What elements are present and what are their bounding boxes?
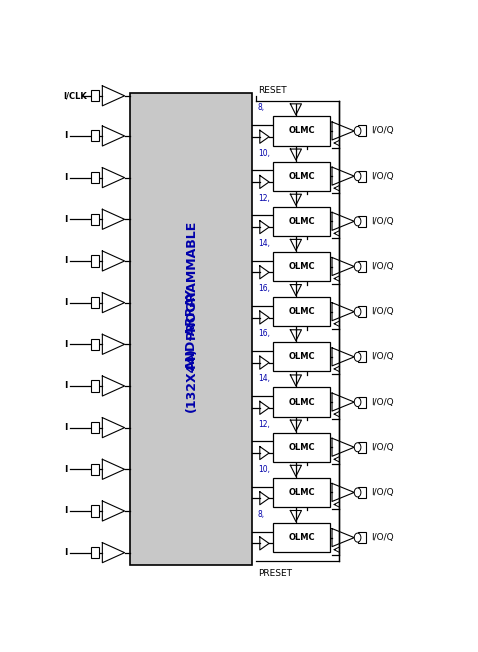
Text: I: I <box>64 215 67 224</box>
Circle shape <box>354 398 361 407</box>
Bar <box>273 162 330 190</box>
Text: I: I <box>64 132 67 140</box>
Circle shape <box>354 488 361 497</box>
Text: I/O/Q: I/O/Q <box>371 398 393 407</box>
Bar <box>358 125 366 136</box>
Text: PRESET: PRESET <box>258 569 292 578</box>
Bar <box>91 505 99 516</box>
Text: I/O/Q: I/O/Q <box>371 171 393 181</box>
Bar <box>91 297 99 308</box>
Bar <box>358 487 366 498</box>
Bar <box>91 214 99 225</box>
Text: I/CLK: I/CLK <box>64 91 87 100</box>
Bar <box>91 381 99 391</box>
Text: 12,: 12, <box>258 194 270 203</box>
Text: OLMC: OLMC <box>288 398 315 407</box>
Text: 8,: 8, <box>258 104 265 112</box>
Text: 14,: 14, <box>258 239 270 248</box>
Bar <box>358 532 366 543</box>
Bar <box>91 256 99 267</box>
Circle shape <box>354 171 361 181</box>
Bar <box>273 523 330 552</box>
Text: OLMC: OLMC <box>288 126 315 136</box>
Text: I: I <box>64 298 67 307</box>
Bar <box>358 396 366 408</box>
Text: I/O/Q: I/O/Q <box>371 126 393 136</box>
Bar <box>91 130 99 141</box>
Text: OLMC: OLMC <box>288 307 315 316</box>
Text: OLMC: OLMC <box>288 533 315 542</box>
Circle shape <box>354 262 361 271</box>
Text: I/O/Q: I/O/Q <box>371 533 393 542</box>
Bar <box>273 297 330 326</box>
Text: I: I <box>64 507 67 516</box>
Bar <box>273 252 330 281</box>
Text: I/O/Q: I/O/Q <box>371 262 393 271</box>
Circle shape <box>354 533 361 542</box>
Bar <box>273 117 330 145</box>
Bar <box>273 387 330 417</box>
Text: 10,: 10, <box>258 465 270 474</box>
Text: 16,: 16, <box>258 284 270 293</box>
Bar <box>358 441 366 452</box>
Bar <box>130 93 252 565</box>
Text: I: I <box>64 340 67 349</box>
Bar <box>91 547 99 558</box>
Circle shape <box>354 352 361 361</box>
Bar <box>273 342 330 372</box>
Bar <box>358 351 366 363</box>
Text: 12,: 12, <box>258 420 270 428</box>
Text: PROGRAMMABLE: PROGRAMMABLE <box>185 220 198 338</box>
Text: I: I <box>64 548 67 557</box>
Text: AND-ARRAY: AND-ARRAY <box>185 288 198 370</box>
Bar <box>91 422 99 433</box>
Bar <box>91 339 99 350</box>
Text: I/O/Q: I/O/Q <box>371 352 393 361</box>
Text: OLMC: OLMC <box>288 171 315 181</box>
Circle shape <box>354 307 361 316</box>
Text: (132X44): (132X44) <box>185 347 198 412</box>
Bar <box>91 90 99 101</box>
Text: I/O/Q: I/O/Q <box>371 217 393 226</box>
Text: I/O/Q: I/O/Q <box>371 488 393 497</box>
Text: I: I <box>64 173 67 182</box>
Text: I/O/Q: I/O/Q <box>371 443 393 452</box>
Text: OLMC: OLMC <box>288 488 315 497</box>
Text: I/O/Q: I/O/Q <box>371 307 393 316</box>
Text: 10,: 10, <box>258 149 270 158</box>
Text: I: I <box>64 256 67 265</box>
Text: 16,: 16, <box>258 329 270 338</box>
Text: I: I <box>64 423 67 432</box>
Bar <box>358 216 366 227</box>
Text: OLMC: OLMC <box>288 262 315 271</box>
Text: OLMC: OLMC <box>288 217 315 226</box>
Text: OLMC: OLMC <box>288 443 315 452</box>
Text: OLMC: OLMC <box>288 352 315 361</box>
Text: RESET: RESET <box>258 86 287 95</box>
Circle shape <box>354 217 361 226</box>
Bar <box>358 261 366 272</box>
Bar <box>358 171 366 182</box>
Bar <box>91 464 99 475</box>
Text: 14,: 14, <box>258 374 270 383</box>
Bar <box>91 172 99 183</box>
Bar <box>273 478 330 507</box>
Circle shape <box>354 443 361 452</box>
Circle shape <box>354 126 361 136</box>
Bar <box>273 207 330 236</box>
Text: I: I <box>64 465 67 474</box>
Bar <box>358 306 366 318</box>
Text: I: I <box>64 381 67 391</box>
Bar <box>273 433 330 462</box>
Text: 8,: 8, <box>258 510 265 519</box>
